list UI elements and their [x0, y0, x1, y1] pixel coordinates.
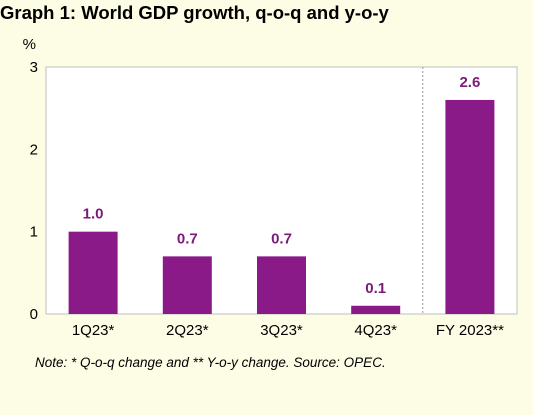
y-tick-label-2: 2: [30, 141, 38, 158]
y-tick-label-0: 0: [30, 306, 38, 323]
y-axis-label: %: [23, 36, 36, 53]
y-tick-label-1: 1: [30, 224, 38, 241]
bar-0: [68, 231, 118, 314]
data-label-3: 0.1: [365, 280, 386, 297]
data-label-0: 1.0: [83, 206, 104, 223]
data-label-1: 0.7: [177, 230, 198, 247]
bar-1: [162, 256, 212, 314]
x-tick-label-3: 4Q23*: [354, 322, 397, 339]
bar-2: [257, 256, 306, 314]
y-axis: 0 1 2 3: [30, 59, 38, 323]
bars-layer: [68, 67, 495, 314]
x-axis: 1Q23* 2Q23* 3Q23* 4Q23* FY 2023**: [72, 322, 504, 339]
x-tick-label-0: 1Q23*: [72, 322, 115, 339]
data-label-2: 0.7: [271, 230, 292, 247]
chart-note: Note: * Q-o-q change and ** Y-o-y change…: [35, 355, 386, 370]
bar-4: [445, 99, 495, 314]
data-label-4: 2.6: [459, 74, 480, 91]
chart-title: Graph 1: World GDP growth, q-o-q and y-o…: [0, 2, 389, 23]
bar-3: [351, 305, 401, 314]
x-tick-label-2: 3Q23*: [260, 322, 303, 339]
y-tick-label-3: 3: [30, 59, 38, 76]
data-labels-layer: 1.0 0.7 0.7 0.1 2.6: [83, 74, 481, 297]
bar-chart: 1.0 0.7 0.7 0.1 2.6 0 1 2 3 1Q23* 2Q23* 3Q23* 4Q23…: [23, 36, 518, 339]
x-tick-label-1: 2Q23*: [166, 322, 209, 339]
x-tick-label-4: FY 2023**: [436, 322, 504, 339]
